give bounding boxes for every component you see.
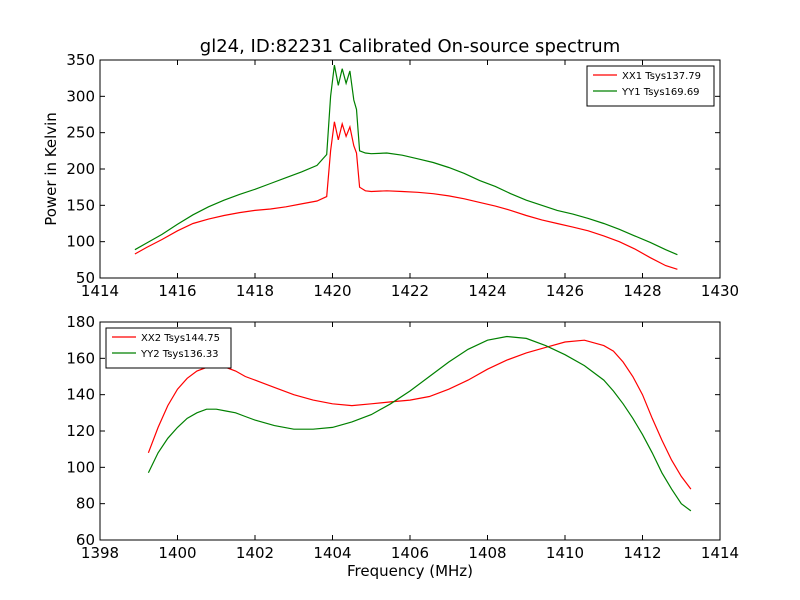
y-tick-label: 100	[66, 458, 95, 476]
y-tick-label: 300	[66, 87, 95, 105]
legend-label: YY1 Tsys169.69	[621, 87, 700, 98]
legend: XX1 Tsys137.79 YY1 Tsys169.69	[586, 65, 715, 107]
legend: XX2 Tsys144.75 YY2 Tsys136.33	[105, 327, 232, 369]
x-tick-label: 1430	[701, 282, 739, 300]
y-tick-label: 50	[76, 269, 95, 287]
bottom-spectrum-panel: 1398 1400 1402 1404 1406 1408 1410 1412 1414 60 80…	[66, 313, 739, 580]
x-axis-label: Frequency (MHz)	[347, 562, 473, 580]
y-axis-label: Power in Kelvin	[42, 112, 60, 226]
legend-label: YY2 Tsys136.33	[140, 349, 219, 360]
x-tick-label: 1424	[468, 282, 506, 300]
x-tick-label: 1404	[313, 544, 351, 562]
x-tick-label: 1422	[391, 282, 429, 300]
y-tick-label: 200	[66, 160, 95, 178]
y-tick-label: 250	[66, 124, 95, 142]
legend-box	[105, 327, 232, 369]
x-tick-label: 1412	[623, 544, 661, 562]
legend-box	[586, 65, 715, 107]
legend-label: XX1 Tsys137.79	[622, 71, 701, 82]
y-tick-label: 180	[66, 313, 95, 331]
y-tick-label: 350	[66, 51, 95, 69]
series-line-yy	[147, 335, 692, 512]
y-tick-label: 150	[66, 196, 95, 214]
x-tick-label: 1400	[158, 544, 196, 562]
y-tick-label: 100	[66, 233, 95, 251]
x-tick-label: 1406	[391, 544, 429, 562]
y-tick-label: 160	[66, 349, 95, 367]
y-tick-label: 80	[76, 495, 95, 513]
x-tick-label: 1408	[468, 544, 506, 562]
x-tick-label: 1414	[81, 282, 119, 300]
x-tick-label: 1428	[623, 282, 661, 300]
x-tick-label: 1420	[313, 282, 351, 300]
y-tick-label: 60	[76, 531, 95, 549]
figure-title: gl24, ID:82231 Calibrated On-source spec…	[200, 36, 620, 57]
x-tick-label: 1410	[546, 544, 584, 562]
x-tick-label: 1416	[158, 282, 196, 300]
y-tick-label: 140	[66, 386, 95, 404]
series-line-yy	[134, 64, 678, 256]
legend-label: XX2 Tsys144.75	[141, 333, 220, 344]
x-tick-label: 1398	[81, 544, 119, 562]
x-tick-label: 1426	[546, 282, 584, 300]
x-tick-label: 1402	[236, 544, 274, 562]
y-tick-label: 120	[66, 422, 95, 440]
x-tick-label: 1414	[701, 544, 739, 562]
top-spectrum-panel: 1414 1416 1418 1420 1422 1424 1426 1428 1430 50 10…	[42, 51, 739, 300]
x-tick-label: 1418	[236, 282, 274, 300]
series-line-xx	[134, 121, 678, 270]
